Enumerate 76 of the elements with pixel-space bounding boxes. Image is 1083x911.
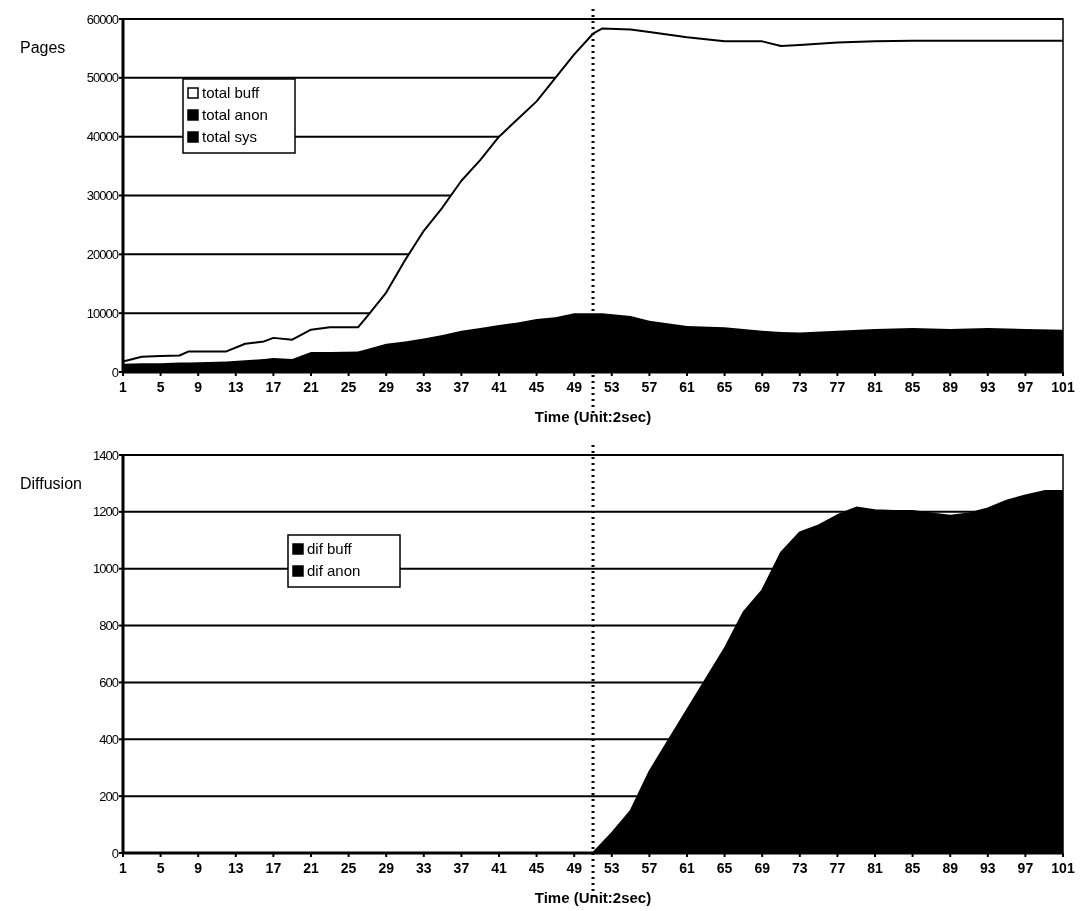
x-tick-label: 45 <box>528 860 545 876</box>
x-tick-label: 21 <box>303 379 319 395</box>
x-tick-label: 101 <box>1051 379 1075 395</box>
x-tick-label: 85 <box>904 379 921 395</box>
x-tick-label: 57 <box>641 860 658 876</box>
y-tick-label: 0 <box>111 845 119 861</box>
x-tick-label: 13 <box>228 379 244 395</box>
x-tick-label: 33 <box>416 860 432 876</box>
legend-label: dif anon <box>307 562 361 579</box>
x-tick-label: 93 <box>980 379 996 395</box>
y-tick-label: 1400 <box>93 447 119 463</box>
x-axis-title: Time (Unit:2sec) <box>534 889 652 906</box>
x-tick-label: 5 <box>156 379 165 395</box>
x-tick-label: 89 <box>942 379 959 395</box>
y-tick-label: 600 <box>99 674 119 690</box>
x-tick-label: 53 <box>604 860 620 876</box>
x-axis-title: Time (Unit:2sec) <box>534 408 652 425</box>
x-tick-label: 37 <box>453 860 470 876</box>
y-tick-label: 60000 <box>86 11 119 27</box>
y-tick-label: 1000 <box>93 561 119 577</box>
y-axis-title: Diffusion <box>20 475 82 492</box>
x-tick-label: 45 <box>528 379 545 395</box>
x-tick-label: 13 <box>228 860 244 876</box>
y-tick-label: 50000 <box>86 70 119 86</box>
y-tick-label: 0 <box>111 364 119 380</box>
x-tick-label: 29 <box>378 379 395 395</box>
legend-label: total sys <box>202 128 258 145</box>
x-tick-label: 53 <box>604 379 620 395</box>
y-tick-label: 30000 <box>86 188 119 204</box>
x-tick-label: 97 <box>1017 379 1034 395</box>
x-tick-label: 41 <box>491 379 507 395</box>
x-tick-label: 65 <box>716 860 733 876</box>
x-tick-label: 5 <box>156 860 165 876</box>
x-tick-label: 69 <box>754 379 771 395</box>
y-tick-label: 40000 <box>86 129 119 145</box>
x-tick-label: 9 <box>194 379 203 395</box>
y-tick-label: 20000 <box>86 246 119 262</box>
x-tick-label: 57 <box>641 379 658 395</box>
x-tick-label: 1 <box>119 860 128 876</box>
x-tick-label: 9 <box>194 860 203 876</box>
y-tick-label: 200 <box>99 788 119 804</box>
x-tick-label: 49 <box>566 379 583 395</box>
y-axis-title: Pages <box>20 39 66 56</box>
x-tick-label: 101 <box>1051 860 1075 876</box>
legend-label: total anon <box>202 106 268 123</box>
x-tick-label: 69 <box>754 860 771 876</box>
y-tick-label: 800 <box>99 618 119 634</box>
x-tick-label: 37 <box>453 379 470 395</box>
x-tick-label: 97 <box>1017 860 1034 876</box>
x-tick-label: 73 <box>792 860 808 876</box>
x-tick-label: 33 <box>416 379 432 395</box>
legend-label: total buff <box>202 84 261 101</box>
x-tick-label: 17 <box>265 860 282 876</box>
x-tick-label: 93 <box>980 860 996 876</box>
x-tick-label: 41 <box>491 860 507 876</box>
x-tick-label: 49 <box>566 860 583 876</box>
x-tick-label: 17 <box>265 379 282 395</box>
x-tick-label: 73 <box>792 379 808 395</box>
y-tick-label: 1200 <box>93 504 119 520</box>
x-tick-label: 61 <box>679 860 695 876</box>
x-tick-label: 1 <box>119 379 128 395</box>
x-tick-label: 77 <box>829 379 846 395</box>
x-tick-label: 81 <box>867 860 883 876</box>
x-tick-label: 81 <box>867 379 883 395</box>
y-tick-label: 400 <box>99 731 119 747</box>
x-tick-label: 61 <box>679 379 695 395</box>
x-tick-label: 85 <box>904 860 921 876</box>
x-tick-label: 89 <box>942 860 959 876</box>
x-tick-label: 21 <box>303 860 319 876</box>
legend-label: dif buff <box>307 540 353 557</box>
x-tick-label: 65 <box>716 379 733 395</box>
x-tick-label: 25 <box>340 379 357 395</box>
x-tick-label: 29 <box>378 860 395 876</box>
x-tick-label: 25 <box>340 860 357 876</box>
y-tick-label: 10000 <box>86 305 119 321</box>
x-tick-label: 77 <box>829 860 846 876</box>
